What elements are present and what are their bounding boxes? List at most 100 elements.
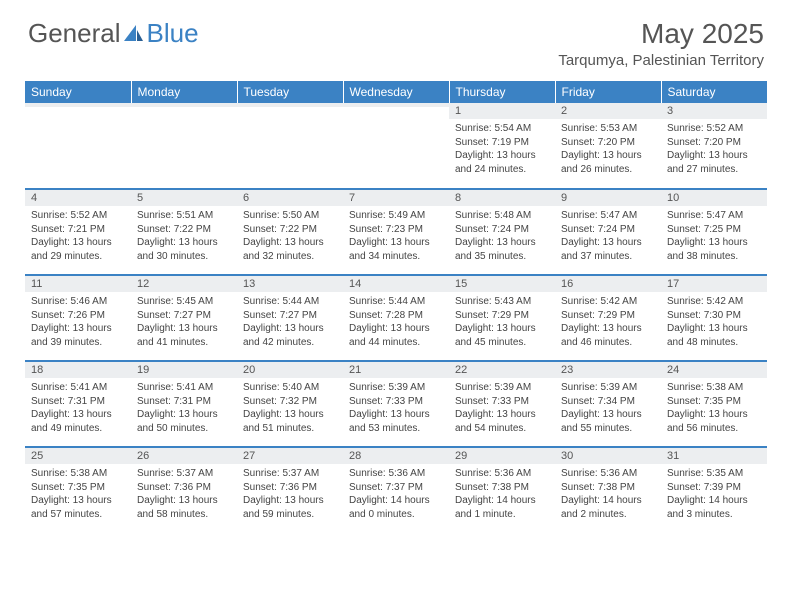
sunset-text: Sunset: 7:20 PM [561,136,655,150]
daylight-text: Daylight: 13 hours and 56 minutes. [667,408,761,435]
daylight-text: Daylight: 14 hours and 1 minute. [455,494,549,521]
sunset-text: Sunset: 7:39 PM [667,481,761,495]
day-number: 15 [449,276,555,292]
day-detail: Sunrise: 5:49 AMSunset: 7:23 PMDaylight:… [343,206,449,267]
sunrise-text: Sunrise: 5:47 AM [667,209,761,223]
sunrise-text: Sunrise: 5:43 AM [455,295,549,309]
sunrise-text: Sunrise: 5:39 AM [349,381,443,395]
day-number: 13 [237,276,343,292]
day-number: 5 [131,190,237,206]
calendar-cell: 1Sunrise: 5:54 AMSunset: 7:19 PMDaylight… [449,103,555,189]
daylight-text: Daylight: 13 hours and 27 minutes. [667,149,761,176]
sunset-text: Sunset: 7:29 PM [561,309,655,323]
sunset-text: Sunset: 7:35 PM [31,481,125,495]
sunrise-text: Sunrise: 5:38 AM [31,467,125,481]
calendar-cell: 31Sunrise: 5:35 AMSunset: 7:39 PMDayligh… [661,447,767,533]
calendar-cell [237,103,343,189]
col-friday: Friday [555,81,661,103]
title-block: May 2025 Tarqumya, Palestinian Territory [558,18,764,69]
calendar-cell: 15Sunrise: 5:43 AMSunset: 7:29 PMDayligh… [449,275,555,361]
daylight-text: Daylight: 13 hours and 30 minutes. [137,236,231,263]
calendar-cell: 19Sunrise: 5:41 AMSunset: 7:31 PMDayligh… [131,361,237,447]
day-detail [131,107,237,114]
calendar-cell: 23Sunrise: 5:39 AMSunset: 7:34 PMDayligh… [555,361,661,447]
sunrise-text: Sunrise: 5:52 AM [31,209,125,223]
day-detail: Sunrise: 5:39 AMSunset: 7:33 PMDaylight:… [343,378,449,439]
sunset-text: Sunset: 7:36 PM [243,481,337,495]
day-detail: Sunrise: 5:53 AMSunset: 7:20 PMDaylight:… [555,119,661,180]
day-number: 20 [237,362,343,378]
day-number: 19 [131,362,237,378]
calendar-week-row: 11Sunrise: 5:46 AMSunset: 7:26 PMDayligh… [25,275,767,361]
daylight-text: Daylight: 13 hours and 37 minutes. [561,236,655,263]
sunset-text: Sunset: 7:31 PM [137,395,231,409]
day-detail: Sunrise: 5:42 AMSunset: 7:30 PMDaylight:… [661,292,767,353]
day-detail [343,107,449,114]
daylight-text: Daylight: 13 hours and 29 minutes. [31,236,125,263]
day-number: 27 [237,448,343,464]
daylight-text: Daylight: 13 hours and 55 minutes. [561,408,655,435]
calendar-cell [131,103,237,189]
sunrise-text: Sunrise: 5:35 AM [667,467,761,481]
sunset-text: Sunset: 7:21 PM [31,223,125,237]
calendar-cell: 14Sunrise: 5:44 AMSunset: 7:28 PMDayligh… [343,275,449,361]
day-detail: Sunrise: 5:39 AMSunset: 7:33 PMDaylight:… [449,378,555,439]
sunrise-text: Sunrise: 5:45 AM [137,295,231,309]
day-detail: Sunrise: 5:36 AMSunset: 7:38 PMDaylight:… [449,464,555,525]
day-detail: Sunrise: 5:52 AMSunset: 7:20 PMDaylight:… [661,119,767,180]
day-header-row: Sunday Monday Tuesday Wednesday Thursday… [25,81,767,103]
day-detail: Sunrise: 5:44 AMSunset: 7:28 PMDaylight:… [343,292,449,353]
daylight-text: Daylight: 13 hours and 49 minutes. [31,408,125,435]
day-detail: Sunrise: 5:37 AMSunset: 7:36 PMDaylight:… [237,464,343,525]
day-number: 18 [25,362,131,378]
daylight-text: Daylight: 13 hours and 42 minutes. [243,322,337,349]
day-detail: Sunrise: 5:36 AMSunset: 7:38 PMDaylight:… [555,464,661,525]
daylight-text: Daylight: 13 hours and 45 minutes. [455,322,549,349]
sunset-text: Sunset: 7:22 PM [243,223,337,237]
calendar-cell: 7Sunrise: 5:49 AMSunset: 7:23 PMDaylight… [343,189,449,275]
daylight-text: Daylight: 13 hours and 59 minutes. [243,494,337,521]
daylight-text: Daylight: 13 hours and 51 minutes. [243,408,337,435]
sunrise-text: Sunrise: 5:53 AM [561,122,655,136]
sunrise-text: Sunrise: 5:42 AM [667,295,761,309]
day-detail: Sunrise: 5:40 AMSunset: 7:32 PMDaylight:… [237,378,343,439]
sunset-text: Sunset: 7:33 PM [455,395,549,409]
day-number: 23 [555,362,661,378]
day-detail: Sunrise: 5:38 AMSunset: 7:35 PMDaylight:… [661,378,767,439]
sail-icon [123,18,145,49]
day-detail: Sunrise: 5:47 AMSunset: 7:24 PMDaylight:… [555,206,661,267]
day-detail: Sunrise: 5:35 AMSunset: 7:39 PMDaylight:… [661,464,767,525]
day-number: 29 [449,448,555,464]
sunset-text: Sunset: 7:20 PM [667,136,761,150]
calendar-cell: 30Sunrise: 5:36 AMSunset: 7:38 PMDayligh… [555,447,661,533]
day-detail: Sunrise: 5:45 AMSunset: 7:27 PMDaylight:… [131,292,237,353]
sunset-text: Sunset: 7:31 PM [31,395,125,409]
calendar-cell: 6Sunrise: 5:50 AMSunset: 7:22 PMDaylight… [237,189,343,275]
day-number: 4 [25,190,131,206]
day-number: 25 [25,448,131,464]
col-saturday: Saturday [661,81,767,103]
sunrise-text: Sunrise: 5:36 AM [349,467,443,481]
daylight-text: Daylight: 13 hours and 58 minutes. [137,494,231,521]
sunrise-text: Sunrise: 5:52 AM [667,122,761,136]
daylight-text: Daylight: 13 hours and 57 minutes. [31,494,125,521]
day-number: 8 [449,190,555,206]
sunrise-text: Sunrise: 5:51 AM [137,209,231,223]
daylight-text: Daylight: 13 hours and 26 minutes. [561,149,655,176]
daylight-text: Daylight: 13 hours and 54 minutes. [455,408,549,435]
day-number: 22 [449,362,555,378]
day-number: 6 [237,190,343,206]
daylight-text: Daylight: 13 hours and 46 minutes. [561,322,655,349]
day-detail: Sunrise: 5:37 AMSunset: 7:36 PMDaylight:… [131,464,237,525]
daylight-text: Daylight: 14 hours and 3 minutes. [667,494,761,521]
calendar-cell: 3Sunrise: 5:52 AMSunset: 7:20 PMDaylight… [661,103,767,189]
daylight-text: Daylight: 13 hours and 50 minutes. [137,408,231,435]
day-number: 1 [449,103,555,119]
sunrise-text: Sunrise: 5:38 AM [667,381,761,395]
day-detail: Sunrise: 5:44 AMSunset: 7:27 PMDaylight:… [237,292,343,353]
day-detail: Sunrise: 5:38 AMSunset: 7:35 PMDaylight:… [25,464,131,525]
calendar-table: Sunday Monday Tuesday Wednesday Thursday… [25,81,767,533]
day-number: 31 [661,448,767,464]
sunset-text: Sunset: 7:30 PM [667,309,761,323]
day-number: 28 [343,448,449,464]
